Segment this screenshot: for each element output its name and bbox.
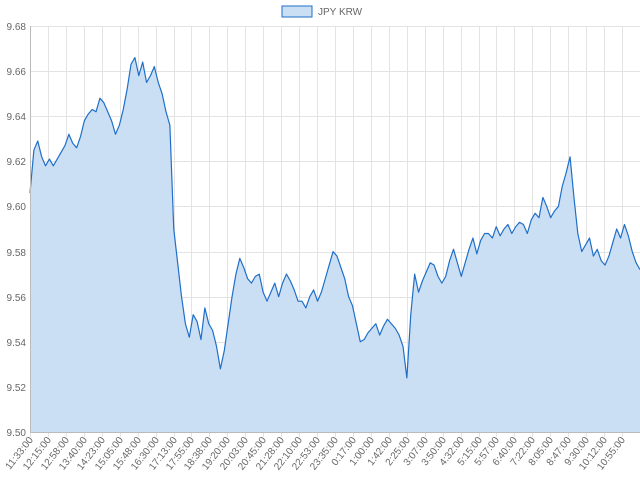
series-line bbox=[29, 56, 640, 379]
y-axis: 9.50 9.52 9.54 9.56 9.58 9.60 9.62 9.64 9.66 9.68 bbox=[7, 22, 31, 439]
y-tick-label: 9.66 bbox=[7, 67, 27, 78]
y-tick-label: 9.54 bbox=[7, 338, 27, 349]
y-tick-label: 9.58 bbox=[7, 248, 27, 259]
y-tick-label: 9.56 bbox=[7, 293, 27, 304]
y-tick-label: 9.68 bbox=[7, 22, 27, 33]
y-tick-label: 9.64 bbox=[7, 112, 27, 123]
x-axis: 11:33:0012:15:0012:58:0013:40:0014:23:00… bbox=[4, 432, 640, 473]
legend[interactable]: JPY KRW bbox=[281, 5, 363, 18]
series-layer bbox=[29, 56, 640, 432]
y-tick-label: 9.50 bbox=[7, 428, 27, 439]
legend-label: JPY KRW bbox=[318, 7, 363, 18]
legend-swatch bbox=[281, 5, 313, 18]
series-area-fill bbox=[30, 57, 640, 432]
y-tick-label: 9.52 bbox=[7, 383, 27, 394]
y-tick-label: 9.60 bbox=[7, 202, 27, 213]
y-tick-label: 9.62 bbox=[7, 157, 27, 168]
